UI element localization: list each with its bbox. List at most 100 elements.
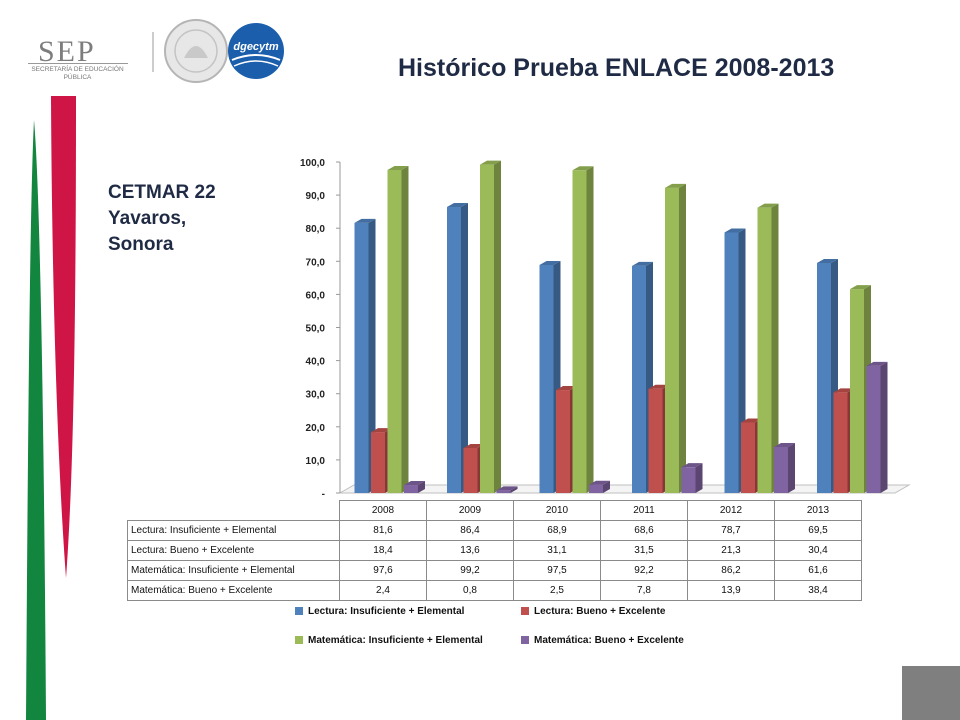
bar: [572, 166, 594, 493]
table-cell: 69,5: [774, 520, 862, 541]
bar-side: [368, 218, 376, 494]
dgecytm-logo-text: dgecytm: [233, 41, 278, 53]
red-swoosh: [51, 96, 76, 578]
bar-front: [480, 164, 494, 493]
table-header-cell: 2010: [513, 500, 601, 521]
table-cell: 81,6: [339, 520, 427, 541]
table-header-cell: 2008: [339, 500, 427, 521]
bar: [539, 260, 561, 493]
green-swoosh: [26, 120, 46, 720]
bar-side: [788, 442, 795, 493]
bar-front: [463, 447, 478, 493]
bar: [589, 480, 610, 493]
bar-top: [572, 166, 594, 171]
y-tick-label: 30,0: [306, 390, 326, 401]
bar: [354, 218, 376, 494]
bar: [387, 165, 409, 493]
bar-front: [866, 365, 881, 493]
table-cell: 99,2: [426, 560, 514, 581]
y-tick-label: 90,0: [306, 191, 326, 202]
bar-top: [817, 258, 838, 263]
table-row: Lectura: Bueno + Excelente 18,4 13,6 31,…: [127, 540, 862, 561]
table-cell: 97,6: [339, 560, 427, 581]
bar: [665, 183, 686, 493]
bar-front: [681, 467, 696, 493]
corner-block: [902, 666, 960, 720]
bar-top: [387, 165, 409, 170]
bar-side: [510, 486, 518, 493]
bar-front: [741, 422, 755, 493]
bar-front: [404, 485, 418, 493]
bar-front: [665, 187, 679, 493]
bar-top: [480, 160, 501, 165]
y-tick-label: 80,0: [306, 224, 326, 235]
y-tick-label: 20,0: [306, 423, 326, 434]
table-cell: 38,4: [774, 580, 862, 601]
bar-top: [741, 418, 762, 423]
bar-top: [774, 442, 795, 447]
bar: [480, 160, 501, 493]
bar-front: [757, 207, 772, 494]
table-row-label: Matemática: Bueno + Excelente: [127, 580, 340, 601]
legend-label: Lectura: Bueno + Excelente: [534, 606, 666, 617]
table-cell: 92,2: [600, 560, 688, 581]
bar-top: [850, 285, 871, 290]
table-cell: 97,5: [513, 560, 601, 581]
bar-top: [447, 203, 468, 208]
legend-label: Matemática: Insuficiente + Elemental: [308, 635, 483, 646]
bar-top: [354, 218, 376, 223]
y-tick-label: 10,0: [306, 456, 326, 467]
bar-top: [371, 428, 392, 433]
y-tick-label: 100,0: [300, 158, 325, 169]
legend-item: Matemática: Insuficiente + Elemental: [295, 635, 483, 646]
table-header-cell: 2011: [600, 500, 688, 521]
table-cell: 13,6: [426, 540, 514, 561]
page-title: Histórico Prueba ENLACE 2008-2013: [398, 54, 835, 82]
table-cell: 2,4: [339, 580, 427, 601]
bar: [681, 463, 703, 493]
bar-front: [648, 388, 663, 493]
legend-item: Lectura: Bueno + Excelente: [521, 606, 665, 617]
legend-swatch: [295, 607, 303, 615]
dgecytm-logo-icon: [228, 23, 284, 79]
bar-top: [724, 228, 746, 233]
bar-front: [724, 232, 739, 494]
bar-top: [496, 486, 518, 491]
bar-front: [496, 490, 511, 493]
table-row-label: Matemática: Insuficiente + Elemental: [127, 560, 340, 581]
table-header-cell: 2012: [687, 500, 775, 521]
bar-top: [632, 261, 653, 266]
table-cell: 2,5: [513, 580, 601, 601]
table-cell: 68,9: [513, 520, 601, 541]
bar-side: [603, 480, 610, 493]
bar-side: [418, 481, 425, 493]
table-header-row: 2008 2009 2010 2011 2012 2013: [128, 500, 862, 521]
table-row-label: Lectura: Insuficiente + Elemental: [127, 520, 340, 541]
bar-top: [757, 203, 779, 208]
bar: [496, 486, 518, 493]
bar-front: [539, 264, 554, 493]
table-row: Matemática: Bueno + Excelente 2,4 0,8 2,…: [127, 580, 862, 601]
school-line-2: Yavaros,: [108, 208, 187, 229]
bar-side: [461, 203, 468, 494]
bar-front: [556, 390, 570, 493]
bar: [447, 203, 468, 494]
bar-side: [586, 166, 594, 493]
y-tick-label: 60,0: [306, 290, 326, 301]
table-corner: [128, 501, 340, 521]
mexico-seal-icon: [164, 19, 228, 83]
bar-front: [387, 169, 402, 493]
bar: [774, 442, 795, 493]
table-row: Lectura: Insuficiente + Elemental 81,6 8…: [127, 520, 862, 541]
table-cell: 78,7: [687, 520, 775, 541]
bar-top: [539, 260, 561, 265]
bar-front: [850, 289, 864, 493]
bar: [404, 481, 425, 493]
bar-side: [880, 361, 888, 493]
table-cell: 18,4: [339, 540, 427, 561]
table-cell: 30,4: [774, 540, 862, 561]
bar: [757, 203, 779, 494]
bar: [866, 361, 888, 493]
